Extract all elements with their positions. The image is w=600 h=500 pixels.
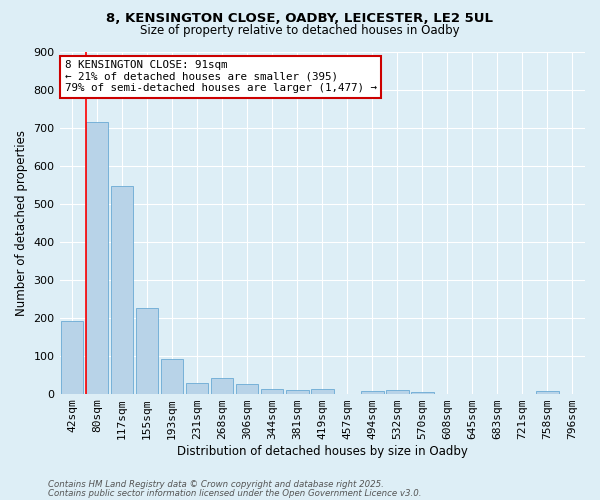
Bar xyxy=(111,186,133,394)
Bar xyxy=(311,390,334,394)
Bar xyxy=(186,383,208,394)
Bar xyxy=(286,390,308,394)
X-axis label: Distribution of detached houses by size in Oadby: Distribution of detached houses by size … xyxy=(177,444,468,458)
Bar xyxy=(361,391,383,394)
Text: Contains public sector information licensed under the Open Government Licence v3: Contains public sector information licen… xyxy=(48,488,421,498)
Y-axis label: Number of detached properties: Number of detached properties xyxy=(15,130,28,316)
Bar xyxy=(386,390,409,394)
Text: Contains HM Land Registry data © Crown copyright and database right 2025.: Contains HM Land Registry data © Crown c… xyxy=(48,480,384,489)
Bar xyxy=(536,390,559,394)
Bar xyxy=(236,384,259,394)
Bar xyxy=(61,322,83,394)
Bar xyxy=(86,122,109,394)
Bar xyxy=(411,392,434,394)
Bar xyxy=(261,388,283,394)
Text: 8, KENSINGTON CLOSE, OADBY, LEICESTER, LE2 5UL: 8, KENSINGTON CLOSE, OADBY, LEICESTER, L… xyxy=(107,12,493,26)
Bar xyxy=(211,378,233,394)
Text: 8 KENSINGTON CLOSE: 91sqm
← 21% of detached houses are smaller (395)
79% of semi: 8 KENSINGTON CLOSE: 91sqm ← 21% of detac… xyxy=(65,60,377,94)
Text: Size of property relative to detached houses in Oadby: Size of property relative to detached ho… xyxy=(140,24,460,37)
Bar xyxy=(161,358,184,394)
Bar xyxy=(136,308,158,394)
